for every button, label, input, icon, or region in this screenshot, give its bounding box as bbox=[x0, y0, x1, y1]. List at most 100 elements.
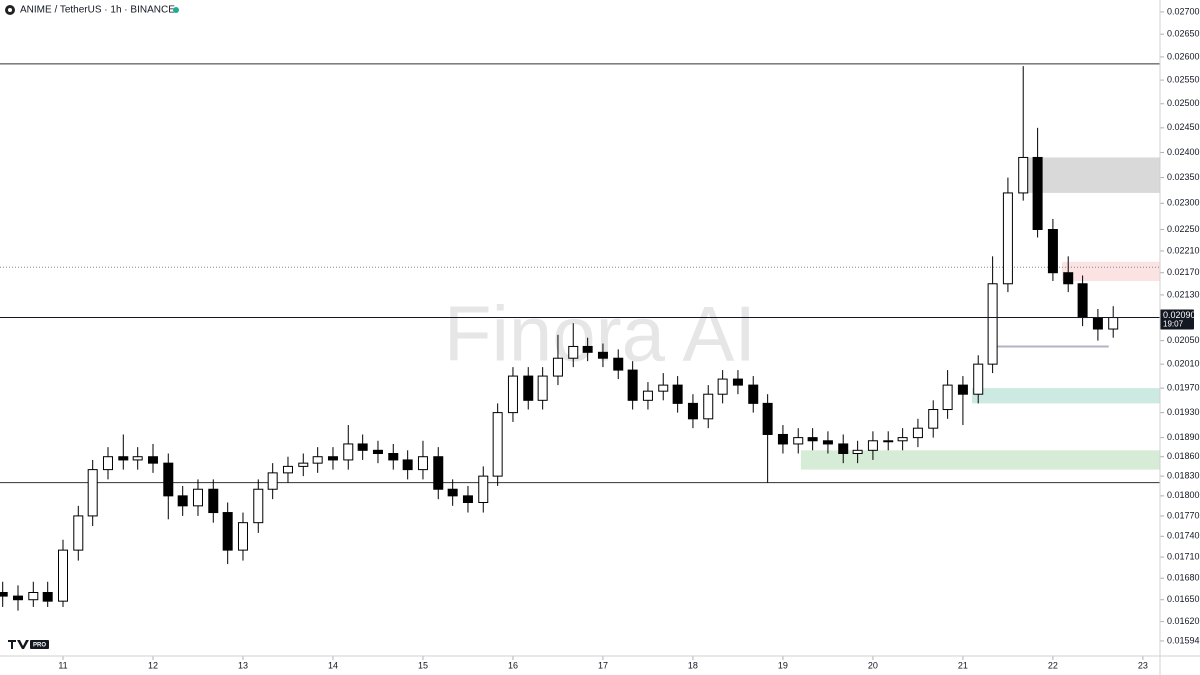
y-tick-label: 0.02010 bbox=[1167, 359, 1200, 369]
chart-title: ANIME / TetherUS · 1h · BINANCE bbox=[20, 5, 175, 16]
last-price-tag bbox=[1160, 309, 1194, 330]
candle-body bbox=[1077, 283, 1088, 319]
zone bbox=[971, 388, 1160, 404]
candle-body bbox=[1108, 317, 1119, 330]
candle-body bbox=[597, 351, 608, 359]
x-tick-label: 22 bbox=[1048, 660, 1058, 670]
y-tick-label: 0.02300 bbox=[1167, 198, 1200, 208]
candle-body bbox=[732, 378, 743, 386]
candle-body bbox=[42, 592, 53, 602]
candle-body bbox=[312, 456, 323, 464]
candle-body bbox=[73, 515, 84, 551]
plot: 0.02700 0.02650 0.02600 0.02550 0.02500 0.024… bbox=[0, 6, 1200, 670]
candle-body bbox=[357, 443, 368, 451]
logo-badge bbox=[30, 640, 49, 649]
y-tick-label: 0.02130 bbox=[1167, 289, 1200, 299]
y-tick-label: 0.02600 bbox=[1167, 51, 1200, 61]
y-tick-label: 0.01650 bbox=[1167, 594, 1200, 604]
y-tick-label: 0.02700 bbox=[1167, 6, 1200, 16]
x-tick-label: 19 bbox=[778, 660, 788, 670]
y-tick-label: 0.01594 bbox=[1167, 635, 1200, 645]
x-tick-label: 20 bbox=[868, 660, 878, 670]
candle-body bbox=[507, 375, 518, 414]
candle-body bbox=[717, 378, 728, 395]
y-tick-label: 0.02350 bbox=[1167, 172, 1200, 182]
candle-body bbox=[687, 402, 698, 420]
candle-body bbox=[883, 440, 894, 443]
y-tick-label: 0.02500 bbox=[1167, 98, 1200, 108]
candle-body bbox=[417, 456, 428, 471]
candle-body bbox=[282, 465, 293, 474]
status-dot bbox=[173, 7, 179, 13]
candle-body bbox=[1092, 317, 1103, 330]
y-tick-label: 0.01830 bbox=[1167, 470, 1200, 480]
y-tick-label: 0.01740 bbox=[1167, 531, 1200, 541]
candle-body bbox=[343, 443, 354, 461]
candle-body bbox=[447, 488, 458, 497]
x-tick-label: 11 bbox=[58, 660, 67, 670]
y-tick-label: 0.02650 bbox=[1167, 29, 1200, 39]
zone bbox=[1061, 261, 1160, 281]
candle-body bbox=[87, 469, 98, 517]
y-tick-label: 0.02050 bbox=[1167, 335, 1200, 345]
candle-body bbox=[658, 384, 669, 392]
candle-body bbox=[568, 345, 579, 359]
candle-body bbox=[57, 549, 68, 602]
y-tick-label: 0.01970 bbox=[1167, 383, 1200, 393]
candle-body bbox=[762, 402, 773, 435]
candle-body bbox=[672, 384, 683, 404]
last-price-label: 0.02090 bbox=[1163, 310, 1196, 320]
candle-body bbox=[1002, 192, 1013, 285]
candle-body bbox=[0, 592, 8, 597]
y-tick-label: 0.02170 bbox=[1167, 267, 1200, 277]
candle-body bbox=[253, 488, 264, 524]
candle-body bbox=[177, 495, 188, 507]
candle-body bbox=[237, 522, 248, 551]
y-tick-label: 0.02210 bbox=[1167, 245, 1200, 255]
x-tick-label: 16 bbox=[508, 660, 518, 670]
x-tick-label: 17 bbox=[598, 660, 608, 670]
candle-body bbox=[118, 456, 129, 461]
candle-body bbox=[867, 440, 878, 451]
candle-body bbox=[1032, 156, 1043, 231]
candle-body bbox=[492, 412, 503, 477]
candle-body bbox=[942, 384, 953, 411]
candle-body bbox=[777, 433, 788, 445]
x-tick-label: 14 bbox=[328, 660, 338, 670]
candle-body bbox=[703, 393, 714, 420]
candle-body bbox=[132, 456, 143, 461]
countdown: 19:07 bbox=[1163, 320, 1184, 329]
candle-body bbox=[222, 512, 233, 551]
y-tick-label: 0.01930 bbox=[1167, 407, 1200, 417]
y-tick-label: 0.02400 bbox=[1167, 147, 1200, 157]
candle-body bbox=[793, 437, 804, 445]
candle-body bbox=[912, 427, 923, 439]
candle-body bbox=[102, 456, 113, 471]
y-tick-label: 0.01770 bbox=[1167, 510, 1200, 520]
candle-body bbox=[267, 472, 278, 490]
tv-logo: PRO bbox=[8, 640, 49, 649]
candle-body bbox=[582, 345, 593, 353]
y-tick-label: 0.02250 bbox=[1167, 224, 1200, 234]
x-tick-label: 15 bbox=[418, 660, 428, 670]
y-tick-label: 0.01710 bbox=[1167, 551, 1200, 561]
candle-body bbox=[807, 437, 818, 442]
y-tick-label: 0.02450 bbox=[1167, 122, 1200, 132]
zone bbox=[1025, 157, 1160, 193]
candle-body bbox=[537, 375, 548, 401]
candle-body bbox=[433, 456, 444, 490]
candle-body bbox=[973, 363, 984, 395]
y-tick-label: 0.01890 bbox=[1167, 432, 1200, 442]
candle-body bbox=[552, 357, 563, 377]
symbol-icon-inner bbox=[8, 8, 12, 12]
candle-body bbox=[897, 437, 908, 442]
candle-body bbox=[748, 384, 759, 404]
candle-body bbox=[822, 440, 833, 445]
candle-body bbox=[838, 443, 849, 455]
candle-body bbox=[1047, 229, 1058, 274]
x-tick-label: 12 bbox=[148, 660, 158, 670]
y-tick-label: 0.01860 bbox=[1167, 451, 1200, 461]
candle-body bbox=[462, 495, 473, 504]
candle-body bbox=[208, 488, 219, 514]
